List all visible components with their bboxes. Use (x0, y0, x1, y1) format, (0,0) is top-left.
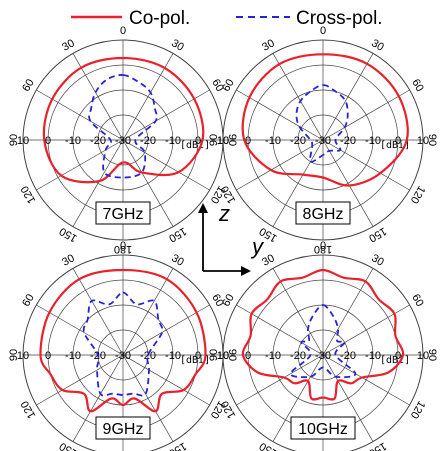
radial-tick-label: -20 (340, 135, 356, 147)
angle-tick-label: 60 (20, 292, 37, 309)
radial-tick-label: -10 (165, 350, 181, 362)
grid-spoke (323, 305, 410, 355)
radial-tick-label: 10 (17, 135, 29, 147)
y-arrow-head (241, 266, 251, 276)
radial-tick-label: -20 (290, 350, 306, 362)
legend-copol-label: Co-pol. (129, 8, 190, 29)
angle-tick-label: 150 (367, 225, 389, 245)
radial-tick-label: 10 (17, 350, 29, 362)
grid-spoke (123, 268, 173, 355)
legend: Co-pol. Cross-pol. (71, 8, 383, 29)
angle-tick-label: 60 (20, 77, 37, 94)
angle-tick-label: 150 (58, 440, 80, 451)
frequency-label: 7GHz (103, 206, 144, 223)
grid-spoke (323, 53, 373, 140)
radial-tick-label: 0 (45, 350, 51, 362)
angle-tick-label: 150 (167, 440, 189, 451)
angle-tick-label: 0 (320, 240, 326, 252)
grid-spoke (123, 90, 210, 140)
radial-tick-label: -10 (265, 135, 281, 147)
angle-tick-label: 120 (408, 184, 428, 206)
grid-spoke (36, 90, 123, 140)
grid-spoke (73, 268, 123, 355)
radial-tick-label: -30 (315, 135, 331, 147)
radial-tick-label: -10 (65, 135, 81, 147)
frequency-label: 9GHz (103, 421, 144, 438)
grid-spoke (323, 90, 410, 140)
radial-tick-label: -10 (365, 350, 381, 362)
angle-tick-label: 150 (58, 225, 80, 245)
radial-tick-label: -10 (65, 350, 81, 362)
grid-spoke (123, 53, 173, 140)
grid-spoke (36, 355, 123, 405)
radial-tick-label: -20 (140, 135, 156, 147)
unit-label: [dBi] (180, 140, 210, 151)
grid-spoke (236, 305, 323, 355)
angle-tick-label: 30 (369, 252, 386, 269)
angle-tick-label: 30 (60, 37, 77, 54)
angle-tick-label: 60 (409, 292, 426, 309)
angle-tick-label: 30 (169, 252, 186, 269)
axes-indicator: z y (198, 201, 265, 276)
radial-tick-label: -30 (315, 350, 331, 362)
angle-tick-label: 120 (19, 184, 39, 206)
radial-tick-label: 10 (417, 350, 429, 362)
radial-tick-label: -20 (290, 135, 306, 147)
angle-tick-label: 150 (258, 440, 280, 451)
radial-tick-label: 10 (417, 135, 429, 147)
copol-curve (44, 58, 203, 182)
angle-tick-label: 60 (409, 77, 426, 94)
radial-tick-label: -30 (115, 350, 131, 362)
angle-tick-label: 150 (367, 440, 389, 451)
angle-tick-label: 30 (369, 37, 386, 54)
angle-tick-label: 0 (120, 25, 126, 37)
grid-spoke (236, 140, 323, 190)
radial-tick-label: -10 (365, 135, 381, 147)
legend-crosspol-label: Cross-pol. (296, 8, 383, 29)
angle-tick-label: 120 (19, 399, 39, 421)
radial-tick-label: -30 (115, 135, 131, 147)
angle-tick-label: 30 (60, 252, 77, 269)
angle-tick-label: 30 (169, 37, 186, 54)
angle-tick-label: 30 (260, 37, 277, 54)
angle-tick-label: 60 (220, 292, 237, 309)
radial-tick-label: -10 (265, 350, 281, 362)
angle-tick-label: 0 (320, 25, 326, 37)
angle-tick-label: 0 (120, 240, 126, 252)
grid-spoke (73, 53, 123, 140)
radial-tick-label: -10 (165, 135, 181, 147)
radial-tick-label: -20 (90, 135, 106, 147)
grid-spoke (273, 53, 323, 140)
radial-tick-label: 10 (217, 350, 229, 362)
angle-tick-label: 150 (167, 225, 189, 245)
copol-curve (243, 54, 408, 185)
radial-tick-label: -20 (340, 350, 356, 362)
frequency-label: 10GHz (298, 421, 348, 438)
radial-tick-label: 10 (217, 135, 229, 147)
frequency-label: 8GHz (303, 206, 344, 223)
angle-tick-label: 60 (220, 77, 237, 94)
unit-label: [dBi] (380, 355, 410, 366)
angle-tick-label: 120 (408, 399, 428, 421)
